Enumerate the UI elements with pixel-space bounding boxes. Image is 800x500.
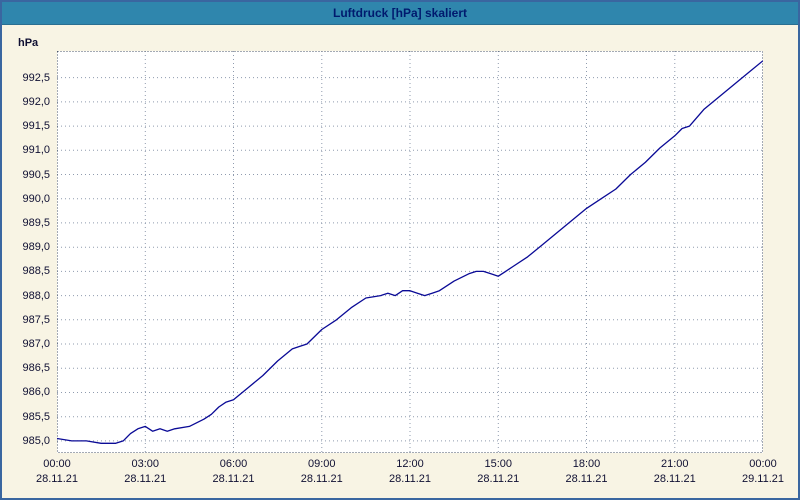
x-tick-date-label: 28.11.21 (653, 473, 696, 485)
y-axis-unit-label: hPa (18, 37, 39, 49)
x-tick-time-label: 00:00 (749, 458, 777, 470)
y-tick-label: 990,0 (22, 192, 50, 205)
y-tick-label: 992,5 (22, 71, 50, 84)
x-tick-date-label: 28.11.21 (124, 473, 167, 485)
y-tick-label: 987,0 (22, 338, 50, 351)
y-tick-label: 987,5 (22, 313, 50, 326)
pressure-line-chart (57, 51, 763, 453)
y-tick-label: 991,0 (22, 144, 50, 157)
x-tick-time-label: 06:00 (219, 458, 248, 470)
chart-area: hPa 992,5 992,0 991,5 991,0 990,5 990,0 989,5 9… (2, 25, 798, 498)
x-tick-date-label: 28.11.21 (35, 473, 78, 485)
y-tick-label: 992,0 (22, 95, 50, 108)
plot-area (57, 51, 763, 453)
y-tick-label: 985,5 (22, 410, 50, 423)
y-tick-label: 988,0 (22, 289, 50, 302)
chart-title: Luftdruck [hPa] skaliert (332, 6, 468, 20)
y-tick-label: 991,5 (22, 120, 50, 133)
x-tick-date-label: 29.11.21 (741, 473, 784, 485)
x-tick-date-label: 28.11.21 (477, 473, 520, 485)
y-tick-label: 988,5 (22, 265, 50, 278)
y-tick-label: 990,5 (22, 168, 50, 181)
x-tick-time-label: 12:00 (396, 458, 424, 470)
y-tick-label: 989,0 (22, 241, 50, 254)
y-tick-label: 986,0 (22, 386, 50, 399)
x-tick-time-label: 21:00 (660, 458, 689, 470)
y-tick-label: 985,0 (22, 434, 50, 447)
x-tick-date-label: 28.11.21 (388, 473, 431, 485)
x-tick-time-label: 00:00 (43, 458, 71, 470)
y-tick-label: 989,5 (22, 216, 50, 229)
x-tick-date-label: 28.11.21 (565, 473, 608, 485)
pressure-series-line (57, 60, 763, 444)
x-tick-time-label: 03:00 (131, 458, 160, 470)
title-bar: Luftdruck [hPa] skaliert (2, 2, 798, 25)
y-tick-label: 986,5 (22, 362, 50, 375)
x-tick-time-label: 18:00 (572, 458, 601, 470)
x-tick-time-label: 09:00 (307, 458, 336, 470)
x-tick-date-label: 28.11.21 (300, 473, 343, 485)
x-tick-time-label: 15:00 (484, 458, 513, 470)
x-tick-date-label: 28.11.21 (212, 473, 255, 485)
